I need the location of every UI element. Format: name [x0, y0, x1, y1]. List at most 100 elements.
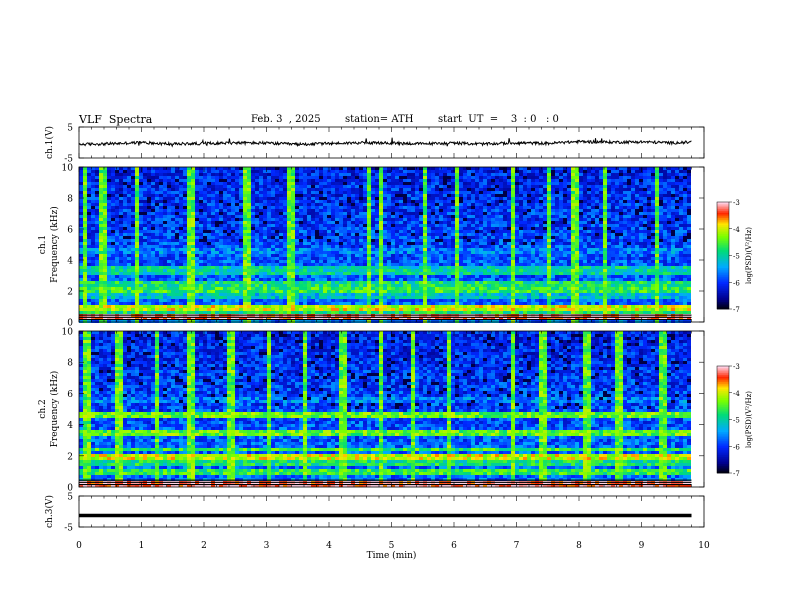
- spectrogram-cell: [147, 197, 151, 200]
- spectrogram-cell: [579, 176, 583, 179]
- spectrogram-cell: [615, 191, 619, 194]
- spectrogram-cell: [111, 191, 115, 194]
- spectrogram-cell: [335, 188, 339, 191]
- spectrogram-cell: [299, 191, 303, 194]
- spectrogram-cell: [667, 215, 671, 218]
- spectrogram-cell: [443, 251, 447, 254]
- spectrogram-cell: [155, 230, 159, 233]
- spectrogram-cell: [431, 242, 435, 245]
- spectrogram-cell: [619, 233, 623, 236]
- spectrogram-cell: [267, 212, 271, 215]
- spectrogram-cell: [79, 206, 83, 209]
- spectrogram-cell: [655, 206, 659, 209]
- spectrogram-cell: [599, 245, 603, 248]
- spectrogram-cell: [683, 185, 687, 188]
- spectrogram-cell: [499, 188, 503, 191]
- spectrogram-cell: [599, 248, 603, 251]
- spectrogram-cell: [579, 251, 583, 254]
- spectrogram-cell: [647, 203, 651, 206]
- spectrogram-cell: [167, 251, 171, 254]
- spectrogram-cell: [295, 212, 299, 215]
- spectrogram-cell: [335, 212, 339, 215]
- spectrogram-cell: [683, 227, 687, 230]
- spectrogram-cell: [219, 185, 223, 188]
- spectrogram-cell: [487, 212, 491, 215]
- spectrogram-cell: [459, 194, 463, 197]
- spectrogram-cell: [599, 242, 603, 245]
- spectrogram-cell: [159, 197, 163, 200]
- spectrogram-cell: [287, 227, 291, 230]
- spectrogram-cell: [599, 200, 603, 203]
- spectrogram-cell: [151, 245, 155, 248]
- spectrogram-cell: [579, 218, 583, 221]
- spectrogram-cell: [475, 218, 479, 221]
- spectrogram-cell: [611, 218, 615, 221]
- spectrogram-cell: [395, 248, 399, 251]
- spectrogram-cell: [283, 260, 287, 263]
- spectrogram-cell: [547, 230, 551, 233]
- spectrogram-cell: [363, 221, 367, 224]
- spectrogram-cell: [95, 218, 99, 221]
- spectrogram-cell: [259, 182, 263, 185]
- spectrogram-cell: [431, 233, 435, 236]
- spectrogram-cell: [399, 212, 403, 215]
- spectrogram-cell: [559, 233, 563, 236]
- spectrogram-cell: [627, 242, 631, 245]
- spectrogram-cell: [483, 221, 487, 224]
- spectrogram-cell: [295, 209, 299, 212]
- spectrogram-cell: [371, 218, 375, 221]
- spectrogram-cell: [295, 170, 299, 173]
- spectrogram-cell: [127, 176, 131, 179]
- spectrogram-cell: [183, 167, 187, 170]
- spectrogram-cell: [203, 206, 207, 209]
- spectrogram-cell: [599, 251, 603, 254]
- spectrogram-cell: [311, 251, 315, 254]
- spectrogram-cell: [199, 230, 203, 233]
- spectrogram-cell: [255, 215, 259, 218]
- spectrogram-cell: [235, 179, 239, 182]
- spectrogram-cell: [579, 260, 583, 263]
- spectrogram-cell: [395, 197, 399, 200]
- spectrogram-cell: [511, 191, 515, 194]
- spectrogram-cell: [571, 188, 575, 191]
- spectrogram-cell: [443, 239, 447, 242]
- spectrogram-cell: [243, 176, 247, 179]
- spectrogram-cell: [643, 209, 647, 212]
- spectrogram-cell: [339, 215, 343, 218]
- spectrogram-cell: [143, 179, 147, 182]
- spectrogram-cell: [383, 191, 387, 194]
- spectrogram-cell: [671, 236, 675, 239]
- spectrogram-cell: [83, 245, 87, 248]
- spectrogram-cell: [279, 203, 283, 206]
- spectrogram-cell: [119, 194, 123, 197]
- spectrogram-cell: [543, 188, 547, 191]
- spectrogram-cell: [291, 167, 295, 170]
- spectrogram-cell: [343, 218, 347, 221]
- spectrogram-cell: [551, 227, 555, 230]
- spectrogram-cell: [455, 242, 459, 245]
- spectrogram-cell: [467, 200, 471, 203]
- spectrogram-cell: [331, 227, 335, 230]
- spectrogram-cell: [631, 221, 635, 224]
- spectrogram-cell: [95, 227, 99, 230]
- spectrogram-cell: [243, 170, 247, 173]
- spectrogram-cell: [115, 224, 119, 227]
- spectrogram-cell: [487, 233, 491, 236]
- spectrogram-cell: [459, 224, 463, 227]
- spectrogram-cell: [583, 185, 587, 188]
- spectrogram-cell: [475, 260, 479, 263]
- spectrogram-cell: [219, 233, 223, 236]
- spectrogram-cell: [495, 233, 499, 236]
- spectrogram-cell: [279, 227, 283, 230]
- spectrogram-cell: [539, 260, 543, 263]
- spectrogram-cell: [87, 185, 91, 188]
- spectrogram-cell: [279, 188, 283, 191]
- spectrogram-cell: [587, 191, 591, 194]
- spectrogram-cell: [311, 215, 315, 218]
- spectrogram-cell: [243, 173, 247, 176]
- spectrogram-cell: [331, 260, 335, 263]
- spectrogram-cell: [95, 254, 99, 257]
- spectrogram-cell: [79, 176, 83, 179]
- spectrogram-cell: [87, 236, 91, 239]
- spectrogram-cell: [247, 260, 251, 263]
